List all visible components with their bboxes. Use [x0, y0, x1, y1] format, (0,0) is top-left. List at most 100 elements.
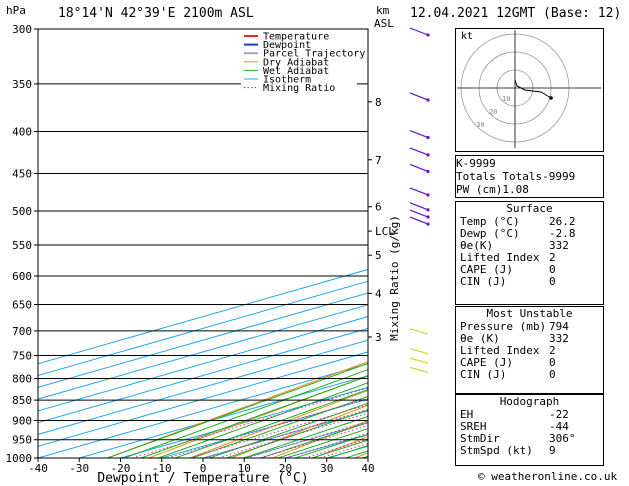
temp-tick-label: 30: [320, 462, 333, 475]
row-label: Totals Totals: [456, 170, 543, 183]
pressure-tick-label: 750: [12, 349, 32, 362]
row-value: -44: [549, 420, 569, 433]
pressure-tick-label: 650: [12, 299, 32, 312]
row-value: 332: [549, 332, 569, 345]
row-label: Pressure (mb): [460, 320, 547, 333]
row-value: 0: [549, 275, 556, 288]
km-tick-label: 5: [375, 249, 382, 262]
hpa-label: hPa: [6, 4, 26, 17]
table-row: CIN (J) 0: [456, 276, 603, 288]
wet-adiabat-line: [259, 422, 368, 458]
legend-label: Wet Adiabat: [263, 66, 329, 77]
isotherm-line: [38, 316, 368, 412]
table-row: Pressure (mb) 794: [456, 321, 603, 333]
row-label: CIN (J): [460, 368, 507, 381]
temp-tick-label: 20: [279, 462, 292, 475]
pressure-tick-label: 400: [12, 126, 32, 139]
pressure-tick-label: 850: [12, 394, 32, 407]
row-value: 0: [549, 368, 556, 381]
most-unstable-box: Most Unstable Pressure (mb) 794 θe (K) 332 L…: [455, 306, 604, 394]
legend-label: Temperature: [263, 32, 329, 43]
row-label: Lifted Index: [460, 344, 540, 357]
wind-barb-dot: [426, 169, 430, 174]
row-label: θe (K): [460, 332, 500, 345]
pressure-tick-label: 1000: [6, 452, 33, 465]
table-row: Temp (°C) 26.2: [456, 216, 603, 228]
km-tick-label: 4: [375, 287, 382, 300]
isotherm-line: [38, 351, 368, 447]
pressure-tick-label: 300: [12, 23, 32, 36]
row-label: EH: [460, 408, 474, 421]
dry-adiabat-line: [106, 361, 368, 458]
wet-adiabat-line: [139, 375, 368, 458]
table-row: SREH -44: [456, 421, 603, 433]
table-row: CAPE (J) 0: [456, 264, 603, 276]
wet-adiabat-line: [207, 402, 368, 458]
temp-tick-label: 40: [361, 462, 374, 475]
table-row: Totals Totals-9999: [456, 170, 603, 183]
dry-adiabat-line: [188, 389, 368, 458]
temp-tick-label: 0: [200, 462, 207, 475]
table-row: EH -22: [456, 409, 603, 421]
wind-barb-dot: [426, 153, 430, 157]
wind-barb-dot: [426, 193, 430, 197]
dry-adiabat-line: [271, 420, 368, 458]
hodograph-end: [549, 96, 553, 100]
wet-adiabat-line: [106, 362, 368, 458]
temp-tick-label: -40: [28, 462, 48, 475]
table-row: CIN (J) 0: [456, 369, 603, 381]
isotherm-line: [38, 327, 368, 424]
row-value: 9: [549, 444, 556, 457]
pressure-tick-label: 950: [12, 434, 32, 447]
wind-barb: [409, 209, 429, 218]
row-label: Lifted Index: [460, 251, 540, 264]
wet-adiabat-line: [156, 382, 368, 458]
table-row: θe(K) 332: [456, 240, 603, 252]
wind-barb-low: [409, 328, 429, 335]
row-value: 794: [549, 320, 569, 333]
mixing-ratio-line: [259, 425, 368, 458]
credit-text: © weatheronline.co.uk: [478, 470, 618, 483]
hodograph-table-box: Hodograph EH -22 SREH -44 StmDir 306° StmSpd (…: [455, 394, 604, 466]
row-value: 0: [549, 263, 556, 276]
wet-adiabat-line: [242, 415, 368, 458]
wind-barb-dot: [426, 98, 430, 102]
km-label: km: [376, 4, 390, 17]
row-value: 26.2: [549, 215, 576, 228]
table-row: StmSpd (kt) 9: [456, 445, 603, 457]
legend-label: Dry Adiabat: [263, 57, 329, 68]
legend-label: Parcel Trajectory: [263, 49, 365, 60]
wind-barb-dot: [426, 222, 430, 226]
row-value: -22: [549, 408, 569, 421]
row-label: Temp (°C): [460, 215, 520, 228]
wind-barb: [409, 147, 429, 156]
surface-title: Surface: [506, 202, 553, 215]
wind-barb: [409, 202, 429, 211]
pressure-tick-label: 900: [12, 414, 32, 427]
row-label: Dewp (°C): [460, 227, 520, 240]
row-label: StmDir: [460, 432, 500, 445]
temp-tick-label: -20: [111, 462, 131, 475]
table-row: CAPE (J) 0: [456, 357, 603, 369]
km-tick-label: 3: [375, 331, 382, 344]
row-label: PW (cm): [456, 183, 503, 196]
surface-box: Surface Temp (°C) 26.2 Dewp (°C) -2.8 θe(K) 3…: [455, 201, 604, 305]
wind-barb-low: [409, 348, 429, 355]
pressure-tick-label: 350: [12, 78, 32, 91]
hodograph-table-title: Hodograph: [499, 395, 560, 408]
wind-barb: [409, 129, 429, 139]
wet-adiabat-line: [122, 369, 368, 458]
hodograph-ring-label: 30: [476, 121, 484, 129]
row-value: -9999: [542, 170, 576, 183]
wind-barb-dot: [426, 215, 430, 219]
table-row: Dewp (°C) -2.8: [456, 228, 603, 240]
wet-adiabat-line: [225, 409, 368, 458]
wind-barb: [409, 216, 429, 225]
datetime-title: 12.04.2021 12GMT (Base: 12): [410, 6, 622, 21]
wind-barb-low: [409, 366, 429, 374]
hodograph-ring-label: 10: [502, 95, 510, 103]
legend-box: [241, 31, 357, 92]
mixing-ratio-axis-label: Mixing Ratio (g/kg): [388, 215, 401, 341]
row-label: K: [456, 157, 463, 170]
